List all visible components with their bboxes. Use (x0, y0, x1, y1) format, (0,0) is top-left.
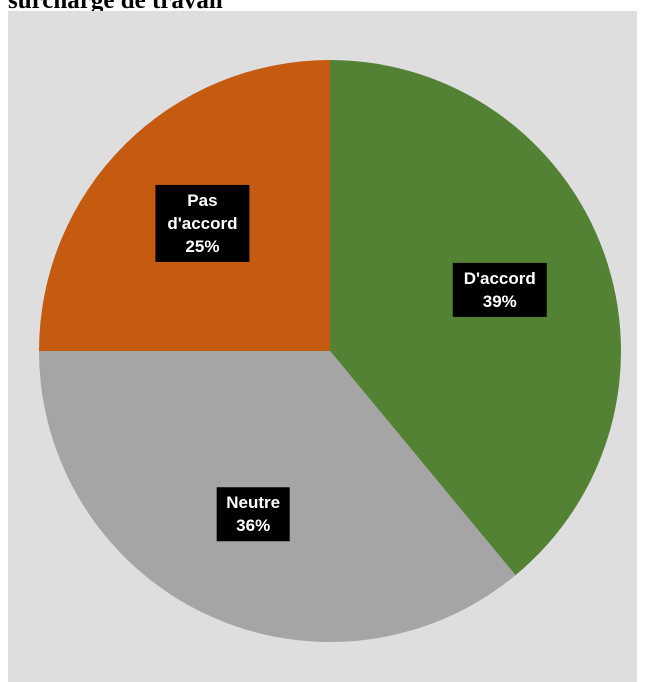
pie-slice-d-accord (330, 60, 621, 576)
data-label-percent: 36% (236, 516, 270, 535)
data-label-category: d'accord (167, 214, 237, 233)
data-label-neutre: Neutre 36% (216, 487, 290, 542)
data-label-box (155, 184, 250, 262)
data-label-box (216, 487, 290, 542)
data-label-pas-d-accord: Pas d'accord 25% (155, 184, 250, 262)
data-label-d-accord: D'accord 39% (452, 262, 547, 317)
data-label-category: Pas (187, 191, 217, 210)
data-label-box (452, 262, 547, 317)
chart-title: surcharge de travail (8, 0, 223, 14)
data-label-percent: 25% (185, 237, 219, 256)
data-label-percent: 39% (483, 292, 517, 311)
data-label-category: Neutre (226, 493, 280, 512)
data-label-category: D'accord (464, 269, 536, 288)
